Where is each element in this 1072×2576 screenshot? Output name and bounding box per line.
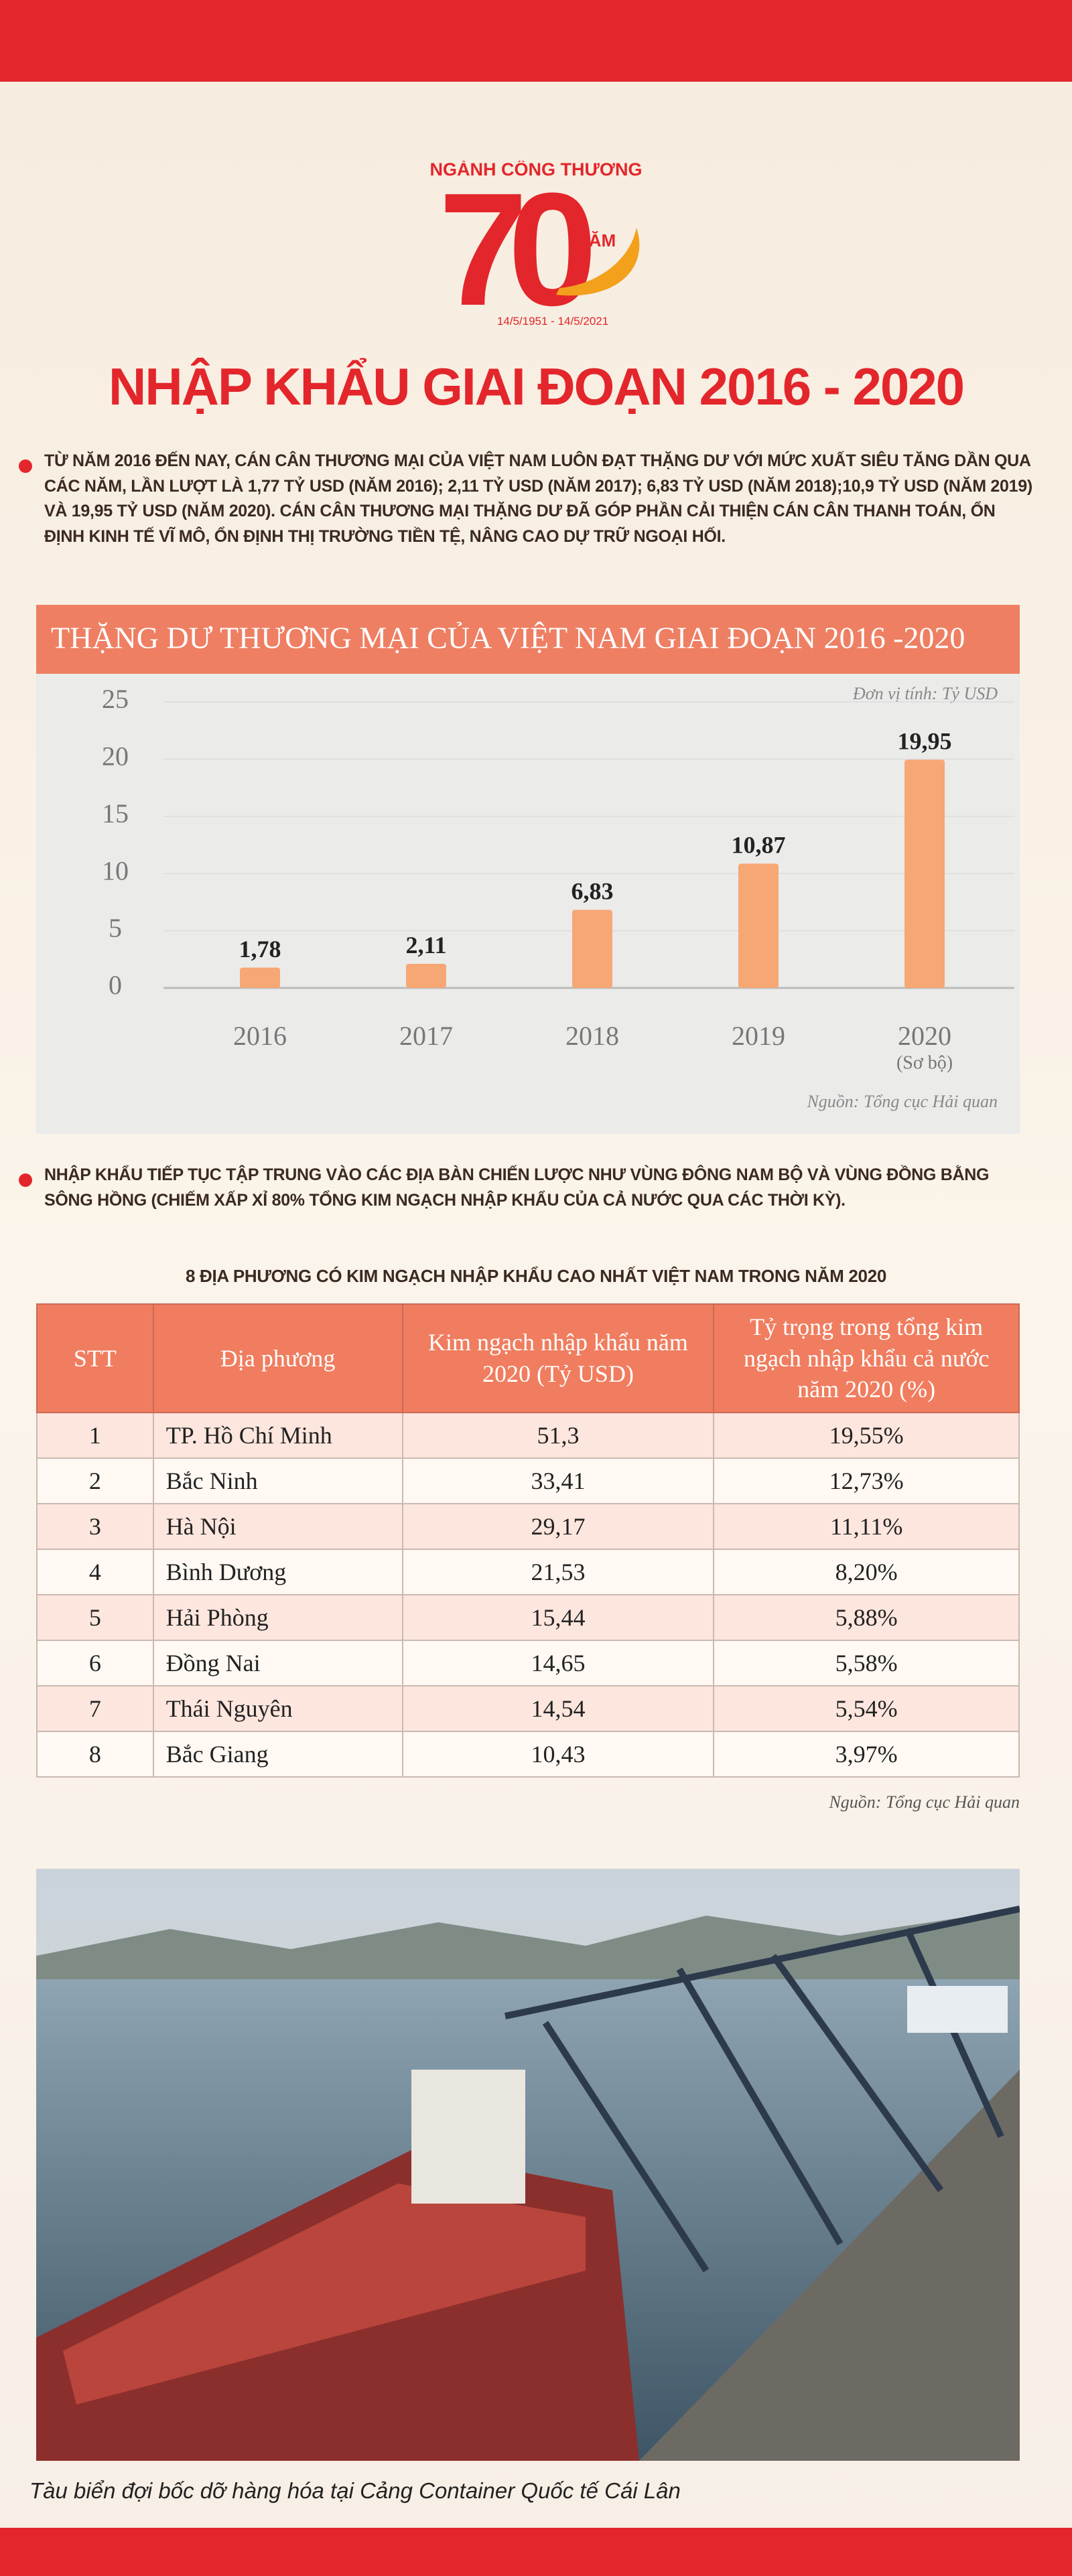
- logo-swirl: [556, 228, 640, 296]
- x-tick-label: 2017: [399, 1021, 453, 1051]
- x-tick-label: 2020: [898, 1021, 951, 1051]
- table-cell: Bắc Giang: [152, 1731, 403, 1778]
- table-cell: 19,55%: [713, 1412, 1020, 1459]
- table: STT Địa phương Kim ngạch nhập khẩu năm 202…: [36, 1303, 1020, 1778]
- y-tick-label: 5: [109, 913, 122, 943]
- table-cell: 51,3: [401, 1412, 715, 1459]
- table-cell: 3,97%: [713, 1731, 1020, 1778]
- table-cell: 8: [36, 1731, 154, 1778]
- table-cell: 4: [36, 1549, 154, 1595]
- table-row: 6 Đồng Nai 14,65 5,58%: [36, 1640, 1020, 1687]
- photo-crane-cabin: [907, 1986, 1008, 2033]
- chart-source: Nguồn: Tổng cục Hải quan: [806, 1092, 998, 1111]
- table-cell: 29,17: [401, 1503, 715, 1550]
- table-row: 7 Thái Nguyên 14,54 5,54%: [36, 1685, 1020, 1732]
- y-tick-label: 10: [102, 855, 129, 885]
- value-label: 6,83: [572, 878, 614, 905]
- table-cell: Hà Nội: [152, 1503, 403, 1550]
- table-cell: 5,58%: [713, 1640, 1020, 1687]
- header-cell: Tỷ trọng trong tổng kim ngạch nhập khẩu …: [713, 1303, 1020, 1413]
- table-row: 1 TP. Hồ Chí Minh 51,3 19,55%: [36, 1412, 1020, 1459]
- unit-note: Đơn vị tính: Tỷ USD: [852, 684, 998, 703]
- y-tick-label: 0: [109, 970, 122, 1000]
- table-cell: Thái Nguyên: [152, 1685, 403, 1732]
- table-cell: Đồng Nai: [152, 1640, 403, 1687]
- bullet: [19, 459, 32, 473]
- second-point-text: NHẬP KHẨU TIẾP TỤC TẬP TRUNG VÀO CÁC ĐỊA…: [44, 1165, 990, 1210]
- table-cell: 5: [36, 1594, 154, 1641]
- table-cell: 21,53: [401, 1549, 715, 1595]
- category-note: (Sơ bộ): [896, 1052, 953, 1073]
- table-cell: TP. Hồ Chí Minh: [152, 1412, 403, 1459]
- photo-caption: Tàu biển đợi bốc dỡ hàng hóa tại Cảng Co…: [29, 2478, 681, 2503]
- value-label: 2,11: [405, 932, 446, 958]
- top-bar: [0, 0, 1072, 82]
- table-row: 8 Bắc Giang 10,43 3,97%: [36, 1731, 1020, 1778]
- logo: NGÀNH CÔNG THƯƠNG 70 NĂM 14/5/1951 - 14/…: [430, 161, 643, 335]
- table-source: Nguồn: Tổng cục Hải quan: [829, 1792, 1020, 1812]
- table-cell: 3: [36, 1503, 154, 1550]
- x-tick-label: 2018: [565, 1021, 619, 1051]
- table-cell: 5,88%: [713, 1594, 1020, 1641]
- value-label: 19,95: [898, 728, 952, 755]
- logo-dates: 14/5/1951 - 14/5/2021: [497, 315, 608, 328]
- table-cell: Bắc Ninh: [152, 1457, 403, 1504]
- table-wrap: STT Địa phương Kim ngạch nhập khẩu năm 202…: [36, 1303, 1020, 1778]
- table-cell: 5,54%: [713, 1685, 1020, 1732]
- table-cell: 8,20%: [713, 1549, 1020, 1595]
- chart-body: [36, 674, 1020, 1134]
- photo: [36, 1869, 1020, 2461]
- table-cell: 7: [36, 1685, 154, 1732]
- value-label: 1,78: [239, 936, 281, 962]
- bar: [240, 967, 280, 988]
- logo-org: NGÀNH CÔNG THƯƠNG: [430, 161, 643, 180]
- bar: [738, 863, 779, 988]
- photo-cranes: [504, 1906, 1020, 2273]
- photo-hills: [36, 1909, 1020, 1983]
- table-cell: 11,11%: [713, 1503, 1020, 1550]
- value-label: 10,87: [732, 832, 786, 859]
- page-title: NHẬP KHẨU GIAI ĐOẠN 2016 - 2020: [109, 357, 965, 416]
- header-cell: Địa phương: [152, 1303, 403, 1413]
- table-cell: 2: [36, 1457, 154, 1504]
- table-cell: 14,54: [401, 1685, 715, 1732]
- x-tick-label: 2019: [732, 1021, 785, 1051]
- table-row: 3 Hà Nội 29,17 11,11%: [36, 1503, 1020, 1550]
- photo-bridge: [411, 2070, 525, 2204]
- x-tick-label: 2016: [233, 1021, 287, 1051]
- table-cell: 1: [36, 1412, 154, 1459]
- y-tick-label: 15: [102, 798, 129, 829]
- table-cell: 12,73%: [713, 1457, 1020, 1504]
- table-cell: 33,41: [401, 1457, 715, 1504]
- header-cell: STT: [36, 1303, 154, 1413]
- table-cell: 14,65: [401, 1640, 715, 1687]
- y-tick-label: 25: [102, 684, 129, 714]
- logo-unit: NĂM: [576, 230, 616, 251]
- y-tick-label: 20: [102, 741, 129, 772]
- table-title: 8 ĐỊA PHƯƠNG CÓ KIM NGẠCH NHẬP KHẨU CAO …: [185, 1266, 887, 1286]
- chart-header: [36, 605, 1020, 674]
- table-row: 4 Bình Dương 21,53 8,20%: [36, 1549, 1020, 1595]
- intro-text: TỪ NĂM 2016 ĐẾN NAY, CÁN CÂN THƯƠNG MẠI …: [44, 451, 1032, 546]
- table-row: 2 Bắc Ninh 33,41 12,73%: [36, 1457, 1020, 1504]
- photo-containers: [63, 2184, 586, 2405]
- table-cell: Bình Dương: [152, 1549, 403, 1595]
- table-row: 5 Hải Phòng 15,44 5,88%: [36, 1594, 1020, 1641]
- bar: [406, 963, 446, 988]
- bar: [904, 760, 945, 988]
- bullet: [19, 1173, 32, 1187]
- chart: THẶNG DƯ THƯƠNG MẠI CỦA VIỆT NAM GIAI ĐO…: [36, 605, 1020, 1134]
- bar: [572, 910, 612, 988]
- bottom-bar: [0, 2528, 1072, 2576]
- table-cell: 10,43: [401, 1731, 715, 1778]
- logo-number: 70: [439, 161, 591, 335]
- table-cell: 15,44: [401, 1594, 715, 1641]
- header-row: STT Địa phương Kim ngạch nhập khẩu năm 202…: [36, 1303, 1020, 1413]
- table-cell: Hải Phòng: [152, 1594, 403, 1641]
- header-cell: Kim ngạch nhập khẩu năm 2020 (Tỷ USD): [401, 1303, 715, 1413]
- chart-title: THẶNG DƯ THƯƠNG MẠI CỦA VIỆT NAM GIAI ĐO…: [51, 621, 965, 655]
- table-cell: 6: [36, 1640, 154, 1687]
